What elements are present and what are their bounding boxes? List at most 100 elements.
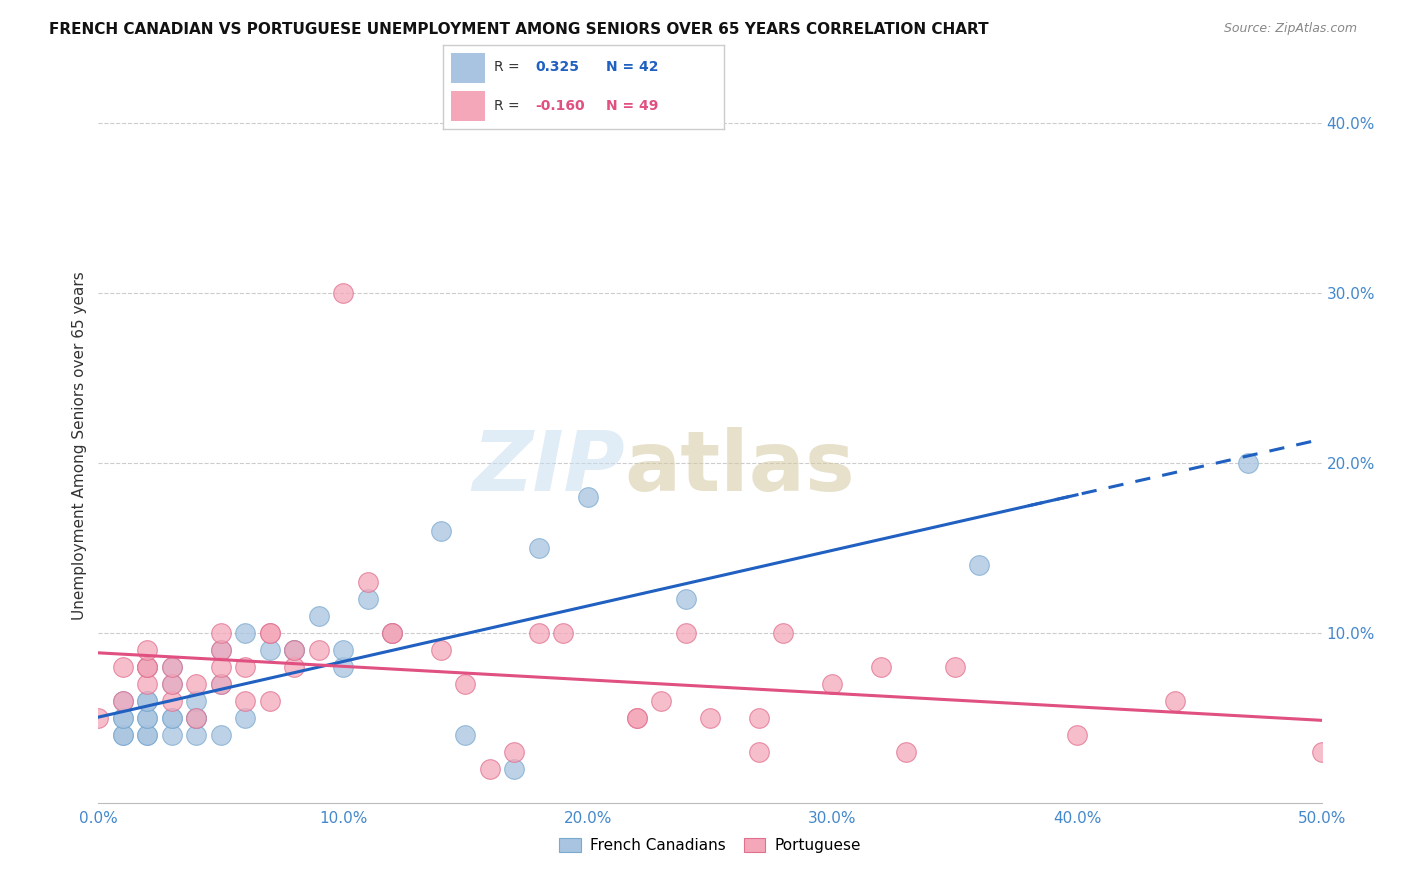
Point <box>111 711 134 725</box>
Point <box>136 694 159 708</box>
Point <box>894 745 917 759</box>
Point <box>675 626 697 640</box>
Point <box>136 660 159 674</box>
Point <box>186 677 208 691</box>
Point <box>870 660 893 674</box>
Point <box>283 660 305 674</box>
Text: 0.325: 0.325 <box>536 61 579 74</box>
Point <box>259 694 281 708</box>
Point <box>332 286 354 301</box>
Point <box>356 591 378 606</box>
Point <box>136 660 159 674</box>
Point <box>136 660 159 674</box>
Point <box>308 608 330 623</box>
Point <box>283 643 305 657</box>
Point <box>160 677 183 691</box>
Point <box>283 643 305 657</box>
Legend: French Canadians, Portuguese: French Canadians, Portuguese <box>553 831 868 859</box>
Point <box>259 626 281 640</box>
Text: Source: ZipAtlas.com: Source: ZipAtlas.com <box>1223 22 1357 36</box>
Point <box>160 728 183 742</box>
Point <box>233 694 256 708</box>
Point <box>454 728 477 742</box>
Text: R =: R = <box>494 61 523 74</box>
Point <box>332 660 354 674</box>
Point <box>259 643 281 657</box>
Text: -0.160: -0.160 <box>536 99 585 112</box>
Point <box>136 643 159 657</box>
Point <box>186 711 208 725</box>
Point <box>160 694 183 708</box>
Point <box>111 728 134 742</box>
Point <box>967 558 990 572</box>
Text: atlas: atlas <box>624 427 855 508</box>
Point <box>675 591 697 606</box>
Point <box>136 694 159 708</box>
Point <box>186 728 208 742</box>
Text: FRENCH CANADIAN VS PORTUGUESE UNEMPLOYMENT AMONG SENIORS OVER 65 YEARS CORRELATI: FRENCH CANADIAN VS PORTUGUESE UNEMPLOYME… <box>49 22 988 37</box>
Point <box>209 626 232 640</box>
Point <box>186 694 208 708</box>
Point <box>478 762 501 776</box>
Point <box>772 626 794 640</box>
Point <box>748 745 770 759</box>
Point <box>430 643 453 657</box>
Point <box>111 694 134 708</box>
Point <box>527 626 550 640</box>
Point <box>748 711 770 725</box>
Point <box>209 643 232 657</box>
Point <box>1164 694 1187 708</box>
Text: R =: R = <box>494 99 523 112</box>
Point <box>160 711 183 725</box>
Point <box>576 490 599 504</box>
Point <box>381 626 404 640</box>
Point <box>111 728 134 742</box>
Point <box>233 626 256 640</box>
Point <box>209 660 232 674</box>
Point <box>111 660 134 674</box>
Point <box>430 524 453 538</box>
Point <box>332 643 354 657</box>
Point <box>503 745 526 759</box>
Point <box>209 728 232 742</box>
Point <box>283 643 305 657</box>
Point <box>209 677 232 691</box>
Point <box>209 677 232 691</box>
Point <box>454 677 477 691</box>
Point <box>1310 745 1333 759</box>
Point <box>160 711 183 725</box>
Point <box>356 574 378 589</box>
Point <box>943 660 966 674</box>
Point <box>626 711 648 725</box>
FancyBboxPatch shape <box>451 54 485 83</box>
Point <box>186 711 208 725</box>
Point <box>136 711 159 725</box>
FancyBboxPatch shape <box>451 91 485 120</box>
Text: N = 42: N = 42 <box>606 61 658 74</box>
Point <box>233 660 256 674</box>
Text: N = 49: N = 49 <box>606 99 658 112</box>
Point <box>381 626 404 640</box>
Point <box>308 643 330 657</box>
Point <box>1237 456 1260 470</box>
Point <box>503 762 526 776</box>
Point <box>381 626 404 640</box>
Text: ZIP: ZIP <box>472 427 624 508</box>
Point <box>527 541 550 555</box>
Y-axis label: Unemployment Among Seniors over 65 years: Unemployment Among Seniors over 65 years <box>72 272 87 620</box>
Point <box>626 711 648 725</box>
Point <box>136 711 159 725</box>
Point <box>553 626 575 640</box>
Point <box>1066 728 1088 742</box>
Point <box>136 677 159 691</box>
Point <box>111 711 134 725</box>
Point <box>160 677 183 691</box>
Point <box>233 711 256 725</box>
Point <box>821 677 844 691</box>
Point <box>111 694 134 708</box>
Point <box>160 660 183 674</box>
Point <box>209 643 232 657</box>
Point <box>186 711 208 725</box>
Point <box>650 694 672 708</box>
Point <box>87 711 110 725</box>
